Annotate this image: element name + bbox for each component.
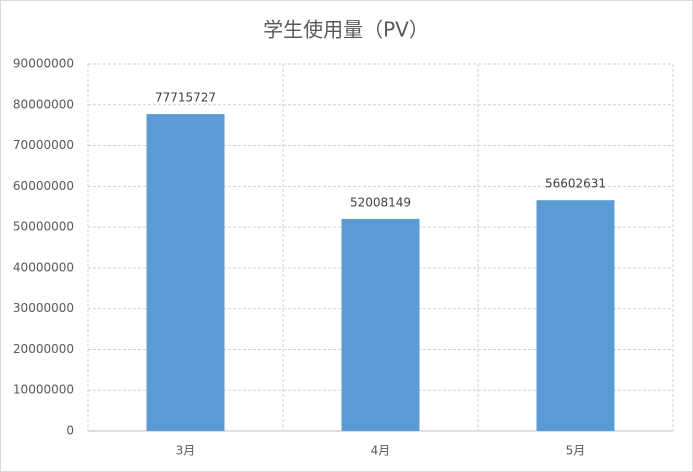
y-tick-label: 60000000 <box>13 179 74 193</box>
data-label: 56602631 <box>545 177 606 191</box>
y-tick-label: 90000000 <box>13 57 74 71</box>
data-label: 77715727 <box>155 91 216 105</box>
y-tick-label: 50000000 <box>13 220 74 234</box>
chart-title: 学生使用量（PV） <box>263 18 429 42</box>
x-tick-label: 4月 <box>371 444 391 458</box>
y-tick-label: 70000000 <box>13 138 74 152</box>
y-tick-label: 30000000 <box>13 301 74 315</box>
data-label: 52008149 <box>350 195 411 209</box>
x-tick-label: 5月 <box>566 444 586 458</box>
y-tick-label: 40000000 <box>13 260 74 274</box>
bar <box>341 218 420 431</box>
y-tick-label: 10000000 <box>13 383 74 397</box>
y-tick-label: 0 <box>66 424 74 438</box>
y-tick-label: 80000000 <box>13 97 74 111</box>
y-tick-label: 20000000 <box>13 342 74 356</box>
x-tick-label: 3月 <box>176 444 196 458</box>
bar <box>146 114 225 432</box>
bar <box>536 200 615 431</box>
